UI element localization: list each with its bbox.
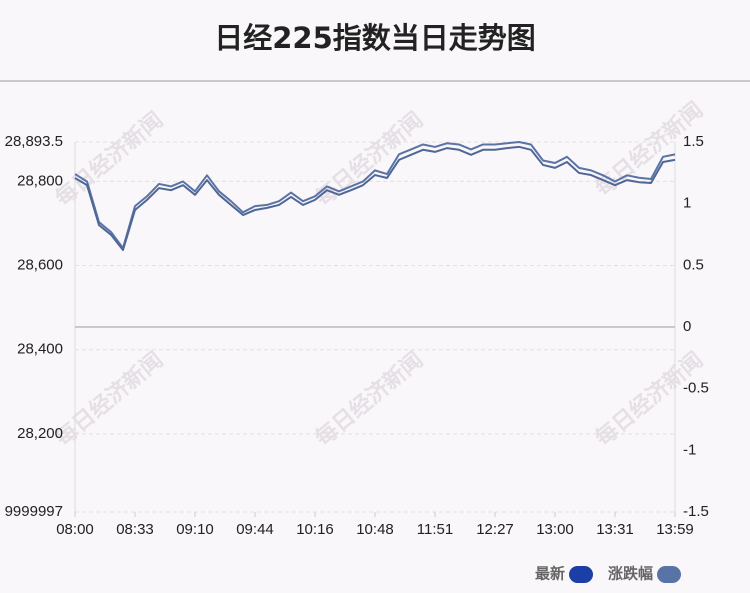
x-tick-label: 13:31	[596, 521, 634, 538]
y2-tick-label: 1	[683, 195, 691, 212]
y-tick-label: 28,200	[17, 425, 63, 442]
y-tick-label: 9999997	[5, 503, 63, 520]
y2-tick-label: 1.5	[683, 133, 704, 150]
legend-label: 涨跌幅	[608, 565, 653, 583]
series-line	[74, 145, 676, 251]
y-tick-label: 28,600	[17, 257, 63, 274]
y2-tick-label: -1	[683, 441, 696, 458]
x-tick-label: 10:48	[356, 521, 394, 538]
legend-swatch	[657, 566, 682, 583]
x-tick-label: 08:00	[56, 521, 94, 538]
watermark: 每日经济新闻	[590, 347, 708, 452]
x-tick-label: 13:00	[536, 521, 574, 538]
x-tick-label: 13:59	[656, 521, 694, 538]
y-tick-label: 28,893.5	[5, 133, 63, 150]
legend-swatch	[569, 566, 594, 583]
watermark: 每日经济新闻	[310, 107, 428, 212]
y2-tick-label: 0	[683, 318, 691, 335]
x-tick-label: 09:44	[236, 521, 274, 538]
y2-tick-label: 0.5	[683, 256, 704, 273]
y-tick-label: 28,400	[17, 341, 63, 358]
watermark: 每日经济新闻	[310, 347, 428, 452]
y-tick-label: 28,800	[17, 172, 63, 189]
legend-label: 最新	[535, 565, 565, 583]
series-line	[74, 141, 676, 250]
y2-tick-label: -0.5	[683, 380, 709, 397]
x-tick-label: 08:33	[116, 521, 154, 538]
chart-title: 日经225指数当日走势图	[214, 21, 536, 55]
y2-tick-label: -1.5	[683, 503, 709, 520]
x-tick-label: 10:16	[296, 521, 334, 538]
x-tick-label: 12:27	[476, 521, 514, 538]
watermark: 每日经济新闻	[50, 347, 168, 452]
x-tick-label: 11:51	[417, 521, 453, 538]
x-tick-label: 09:10	[176, 521, 214, 538]
